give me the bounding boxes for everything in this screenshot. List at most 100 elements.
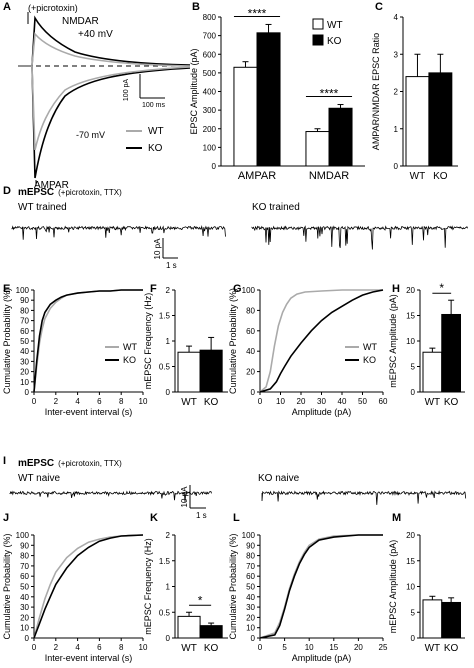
- panel-b-y-tick-label: 0: [212, 162, 217, 171]
- panel-g-y-tick-label: 100: [242, 286, 256, 295]
- ko-minus70-trace: [18, 65, 191, 179]
- panel-b-category-label: AMPAR: [238, 170, 276, 182]
- panel-g-x-tick-label: 60: [379, 397, 388, 406]
- panel-l-y-tick-label: 70: [246, 562, 255, 571]
- significance-label-k: *: [198, 593, 203, 607]
- bar-b-wt-ampar: [233, 66, 258, 167]
- panel-letter-j: J: [3, 512, 9, 524]
- panel-f-category-label: WT: [181, 397, 197, 408]
- panel-g-x-tick-label: 50: [358, 397, 367, 406]
- panel-l-y-tick-label: 20: [246, 613, 255, 622]
- panel-letter-h: H: [392, 283, 400, 295]
- panel-f-y-tick-label: 0.5: [159, 363, 171, 372]
- series-l-wt-line: [259, 534, 383, 639]
- panel-j-y-axis-label: Cumulative Probability (%): [2, 533, 12, 639]
- series-j-ko-line: [33, 534, 144, 639]
- panel-c-category-label: KO: [433, 171, 448, 182]
- wt-minus70-trace: [18, 65, 191, 151]
- legend-wt-label: WT: [148, 126, 164, 137]
- panel-b-y-axis-label: EPSC Amplitude (pA): [189, 48, 199, 134]
- series-e-ko-line: [33, 289, 143, 393]
- panel-e-x-tick-label: 2: [54, 397, 59, 406]
- bar-f-wt: [177, 351, 201, 393]
- panel-l-y-tick-label: 50: [246, 583, 255, 592]
- bar-c-wt: [405, 76, 430, 167]
- panel-f-y-axis-label: mEPSC Frequency (Hz): [143, 293, 153, 390]
- panel-m-category-label: KO: [444, 643, 459, 654]
- panel-j-x-tick-label: 8: [119, 643, 124, 652]
- panel-h-y-axis-label: mEPSC Amplitude (pA): [388, 294, 398, 388]
- panel-b-y-tick-label: 700: [203, 32, 217, 41]
- panel-e-y-tick-label: 100: [16, 286, 30, 295]
- panel-h-y-tick-label: 10: [406, 337, 415, 346]
- panel-m-y-tick-label: 0: [411, 634, 416, 643]
- panel-c-y-tick-label: 0: [394, 162, 399, 171]
- panel-h-y-tick-label: 0: [411, 388, 416, 397]
- panel-i-traces: mEPSC (+picrotoxin, TTX) WT naive KO naiv…: [9, 458, 467, 520]
- panel-e-y-tick-label: 30: [20, 357, 29, 366]
- legend-g-ko-label: KO: [363, 355, 376, 365]
- panel-letter-m: M: [392, 512, 401, 524]
- wt-plus40-trace: [18, 32, 191, 67]
- panel-g-x-tick-label: 30: [317, 397, 326, 406]
- panel-e-y-tick-label: 40: [20, 347, 29, 356]
- significance-label-b-nmdar: ****: [320, 87, 339, 101]
- panel-l-x-tick-label: 15: [329, 643, 338, 652]
- panel-e-y-tick-label: 90: [20, 296, 29, 305]
- panel-e-y-tick-label: 20: [20, 368, 29, 377]
- svg-text:mEPSC(+picrotoxin, TTX): mEPSC (+picrotoxin, TTX): [18, 458, 122, 469]
- panel-m-y-tick-label: 5: [411, 608, 416, 617]
- panel-letter-a: A: [3, 1, 11, 13]
- scale-x-label: 100 ms: [142, 102, 165, 109]
- panel-g-x-tick-label: 0: [258, 397, 263, 406]
- panel-c-y-tick-label: 4: [394, 13, 399, 22]
- panel-g-y-tick-label: 60: [246, 327, 255, 336]
- panel-h-y-tick-label: 5: [411, 363, 416, 372]
- panel-j-y-tick-label: 50: [20, 583, 29, 592]
- panel-g-x-tick-label: 20: [297, 397, 306, 406]
- panel-j-y-tick-label: 0: [25, 634, 30, 643]
- ampar-trace-label: AMPAR: [34, 180, 69, 191]
- panel-j-y-tick-label: 90: [20, 541, 29, 550]
- trace-i-scale-y: 10 pA: [180, 486, 189, 508]
- panel-e-y-tick-label: 0: [25, 388, 30, 397]
- svg-text:mEPSC(+picrotoxin, TTX): mEPSC (+picrotoxin, TTX): [18, 187, 122, 198]
- series-g-ko-line: [259, 289, 384, 393]
- panel-f-y-tick-label: 1.5: [159, 312, 171, 321]
- bar-h-wt: [422, 351, 443, 393]
- panel-b-y-tick-label: 300: [203, 106, 217, 115]
- panel-l-x-tick-label: 5: [282, 643, 287, 652]
- series-j-wt-line: [33, 534, 144, 639]
- panel-k-category-label: WT: [181, 643, 197, 654]
- trace-i-wt-signal: [9, 490, 212, 503]
- panel-l-x-tick-label: 25: [379, 643, 388, 652]
- panel-g-x-tick-label: 10: [276, 397, 285, 406]
- legend-ko-label: KO: [148, 143, 163, 154]
- panel-b-y-tick-label: 400: [203, 88, 217, 97]
- panel-j-x-tick-label: 4: [75, 643, 80, 652]
- panel-k-category-label: KO: [204, 643, 219, 654]
- panel-j-x-tick-label: 2: [54, 643, 59, 652]
- panel-j-x-tick-label: 6: [97, 643, 102, 652]
- panel-e-x-tick-label: 10: [139, 397, 148, 406]
- panel-f-y-tick-label: 2: [166, 286, 171, 295]
- trace-i-scale-x: 1 s: [196, 511, 207, 520]
- panel-l-y-tick-label: 60: [246, 572, 255, 581]
- panel-m-y-axis-label: mEPSC Amplitude (pA): [388, 540, 398, 634]
- panel-d-traces: mEPSC (+picrotoxin, TTX) WT trained KO tr…: [11, 187, 468, 270]
- bar-f-ko: [199, 349, 223, 393]
- bar-m-wt: [422, 599, 443, 639]
- panel-c-y-tick-label: 1: [394, 125, 399, 134]
- trace-i-title-bold: mEPSC: [18, 458, 54, 469]
- trace-i-ko-signal: [261, 490, 467, 505]
- panel-l-y-tick-label: 90: [246, 541, 255, 550]
- panel-b-category-label: NMDAR: [309, 170, 349, 182]
- panel-b-y-tick-label: 100: [203, 143, 217, 152]
- panel-c-category-label: WT: [410, 171, 426, 182]
- panel-g-x-axis-label: Amplitude (pA): [292, 407, 352, 417]
- panel-g-y-tick-label: 20: [246, 368, 255, 377]
- trace-d-ko-signal: [251, 225, 468, 250]
- panel-c-y-axis-label: AMPAR/NMDAR EPSC Ratio: [371, 33, 381, 150]
- panel-e-y-axis-label: Cumulative Probability (%): [2, 288, 12, 394]
